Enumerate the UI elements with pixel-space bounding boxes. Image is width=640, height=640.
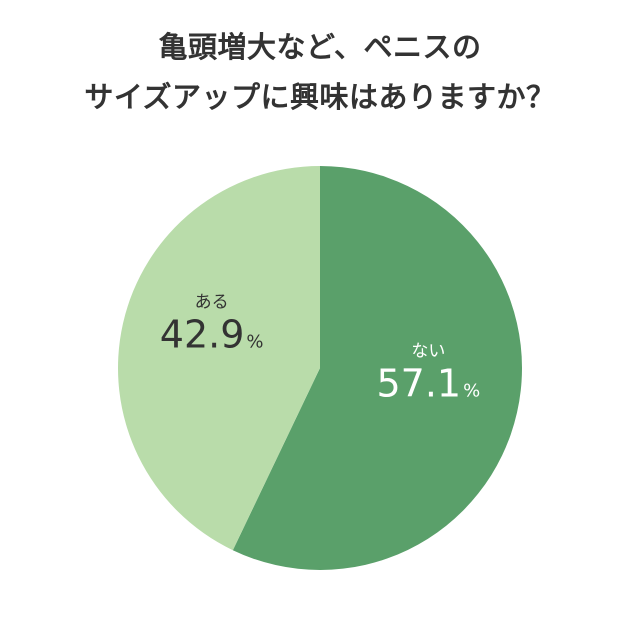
slice-value-number-1: 42.9 [160,312,245,356]
pie-slice-1 [117,166,320,551]
chart-title: 亀頭増大など、ペニスの サイズアップに興味はありますか？ [0,22,640,122]
slice-label-1: ある [195,292,229,312]
title-line-1: 亀頭増大など、ペニスの [158,30,482,64]
slice-value-0: 57.1% [376,362,480,406]
slice-value-unit-1: % [246,331,263,352]
slice-value-number-0: 57.1 [376,362,461,406]
slice-value-unit-0: % [463,381,480,402]
title-line-2: サイズアップに興味はありますか？ [84,80,556,114]
slice-value-1: 42.9% [160,312,264,356]
slice-label-0: ない [411,342,445,362]
pie-slice-0 [232,166,522,570]
